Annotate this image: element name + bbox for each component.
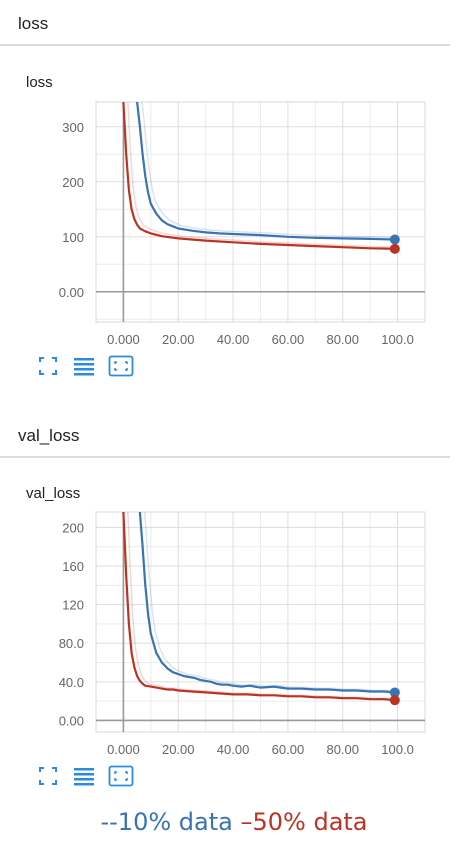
x-tick-label: 60.00 [272,332,305,347]
series-line-1 [122,512,395,702]
toggle-log-scale-icon[interactable] [72,764,96,788]
chart-toolbar [36,764,166,788]
toggle-log-scale-icon[interactable] [72,354,96,378]
chart-title: loss [26,74,53,91]
section-header-label: val_loss [18,426,80,445]
series-line-0 [138,512,395,694]
reset-zoom-icon[interactable] [108,764,134,788]
series-raw-line [141,102,400,239]
y-tick-label: 120 [62,598,84,613]
series-raw-line [127,512,400,700]
series-end-point-1 [389,695,400,706]
plot-frame [95,101,426,323]
fit-screen-icon[interactable] [36,764,60,788]
section-header-label: loss [18,14,49,33]
x-tick-label: 0.000 [107,742,140,757]
y-tick-label: 200 [62,175,84,190]
section-header-val-loss[interactable]: val_loss [0,412,450,458]
y-tick-label: 160 [62,559,84,574]
series-line-0 [136,102,395,241]
legend-item-10pct: --10% data [100,808,233,836]
legend: --10% data –50% data [0,808,468,836]
x-tick-label: 20.00 [162,742,195,757]
series-raw-line [127,102,400,248]
x-tick-label: 100.0 [381,332,414,347]
x-tick-label: 60.00 [272,742,305,757]
y-tick-label: 40.0 [59,675,84,690]
plot-frame [95,511,426,733]
x-tick-label: 40.00 [217,332,250,347]
chart-title: val_loss [26,485,81,502]
loss-chart[interactable]: 0.000 20.00 40.00 60.00 80.00 100.0 0.00 100 200… [0,96,450,350]
legend-item-50pct: –50% data [240,808,368,836]
y-tick-label: 0.00 [59,285,84,300]
series-end-point-1 [389,243,400,254]
y-tick-label: 0.00 [59,713,84,728]
val-loss-chart[interactable]: 0.000 20.00 40.00 60.00 80.00 100.0 0.00 40.0 80… [0,506,450,760]
fit-screen-icon[interactable] [36,354,60,378]
section-header-loss[interactable]: loss [0,0,450,46]
series-line-1 [122,102,395,250]
x-tick-label: 40.00 [217,742,250,757]
reset-zoom-icon[interactable] [108,354,134,378]
x-tick-label: 80.00 [326,332,359,347]
x-tick-label: 0.000 [107,332,140,347]
series-end-point-0 [389,234,400,245]
x-tick-label: 80.00 [326,742,359,757]
series-end-point-0 [389,687,400,698]
y-tick-label: 80.0 [59,636,84,651]
x-tick-label: 100.0 [381,742,414,757]
series-raw-line [143,512,400,692]
y-tick-label: 300 [62,120,84,135]
y-tick-label: 100 [62,230,84,245]
chart-toolbar [36,354,166,378]
x-tick-label: 20.00 [162,332,195,347]
y-tick-label: 200 [62,520,84,535]
